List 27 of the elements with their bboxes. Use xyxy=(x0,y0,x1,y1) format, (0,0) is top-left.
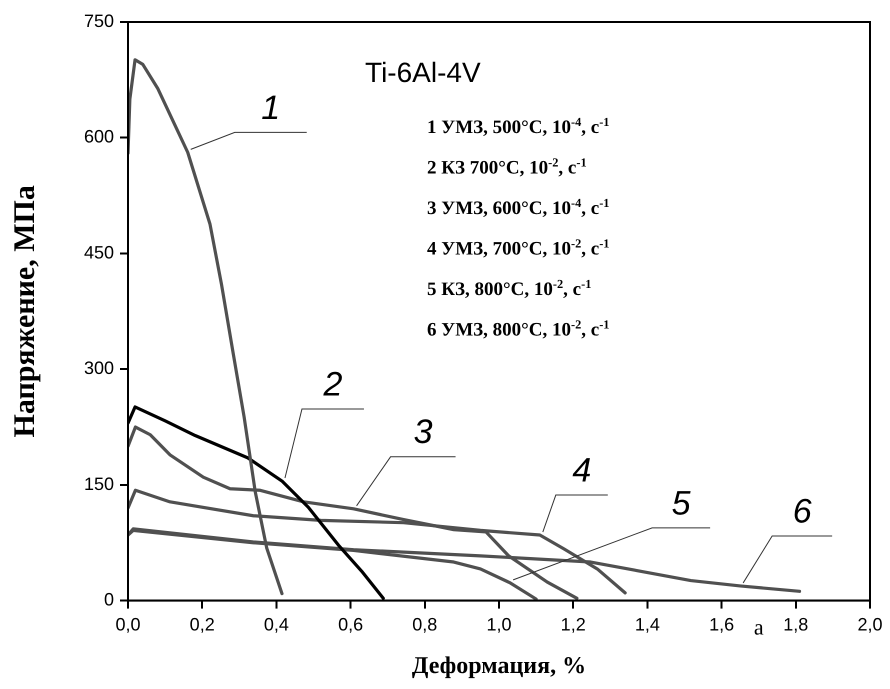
y-tick-label: 450 xyxy=(84,242,114,262)
y-tick-label: 600 xyxy=(84,126,114,147)
y-axis-title: Напряжение, МПа xyxy=(8,185,41,438)
text: 1 xyxy=(261,88,280,127)
text: 3 xyxy=(414,413,433,452)
x-tick-label: 0,8 xyxy=(412,614,438,634)
x-tick-label: 0,2 xyxy=(190,614,215,634)
y-tick-label: 300 xyxy=(84,358,114,378)
text: Ti-6Al-4V xyxy=(365,57,481,88)
x-tick-label: 1,6 xyxy=(709,614,734,634)
text: 2 xyxy=(322,365,343,404)
y-tick-label: 150 xyxy=(84,474,114,494)
y-tick-label: 0 xyxy=(104,590,114,610)
x-tick-label: 0,4 xyxy=(264,614,289,634)
x-tick-label: 1,4 xyxy=(634,614,660,634)
x-tick-label: 0,0 xyxy=(115,614,141,634)
text: 5 xyxy=(672,484,691,522)
series-label: 6 xyxy=(792,492,812,530)
x-tick-label: 2,0 xyxy=(857,614,883,634)
x-tick-label: 1,2 xyxy=(560,614,586,634)
text: a xyxy=(754,614,764,640)
x-axis-title: Деформация, % xyxy=(412,652,586,679)
series-label: 4 xyxy=(572,451,592,490)
y-tick-label: 750 xyxy=(84,10,114,31)
x-tick-label: 1,8 xyxy=(783,614,808,634)
x-tick-label: 1,0 xyxy=(486,614,512,634)
x-tick-label: 0,6 xyxy=(338,614,364,634)
